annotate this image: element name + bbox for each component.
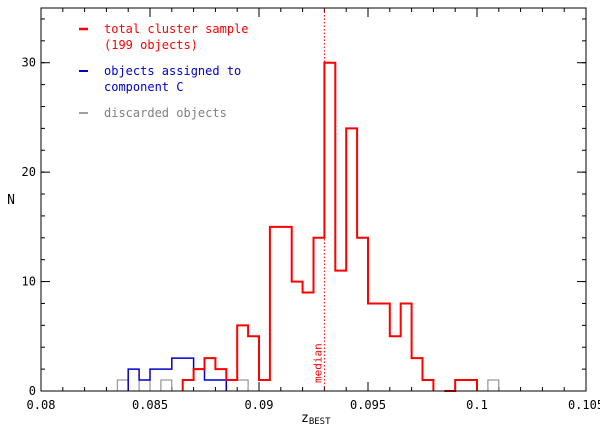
- legend-entry-text: total cluster sample: [104, 22, 249, 36]
- legend-entry-text: objects assigned to: [104, 64, 241, 78]
- x-axis-label-sub: BEST: [309, 417, 331, 427]
- x-axis-label: zBEST: [301, 411, 331, 427]
- x-axis-label-main: z: [301, 411, 309, 426]
- histogram-step: [181, 61, 435, 391]
- x-tick-label: 0.1: [466, 398, 488, 412]
- x-tick-label: 0.08: [27, 398, 56, 412]
- plot-frame: [40, 7, 587, 392]
- series-0000cc: [127, 357, 228, 391]
- legend-entry-text: component C: [104, 80, 183, 94]
- x-tick-label: 0.095: [350, 398, 386, 412]
- x-tick-label: 0.105: [568, 398, 600, 412]
- legend-entry-text: (199 objects): [104, 38, 198, 52]
- x-tick-label: 0.09: [245, 398, 274, 412]
- x-tick-label: 0.085: [132, 398, 168, 412]
- legend-entry-text: discarded objects: [104, 106, 227, 120]
- y-tick-label: 20: [22, 165, 36, 179]
- tick-labels: 0.08 0.085 0.09 0.095 0.1 0.105 0 10 20 30: [22, 56, 600, 412]
- histogram-step: [487, 379, 500, 391]
- histogram-step: [127, 357, 228, 391]
- y-tick-label: 0: [29, 384, 36, 398]
- median-label: median: [311, 343, 324, 383]
- y-axis-label: N: [7, 193, 15, 208]
- histogram-step: [160, 379, 173, 391]
- median-layer: median: [311, 8, 325, 391]
- legend: total cluster sample (199 objects) objects…: [79, 22, 249, 120]
- y-tick-label: 30: [22, 56, 36, 70]
- y-tick-label: 10: [22, 275, 36, 289]
